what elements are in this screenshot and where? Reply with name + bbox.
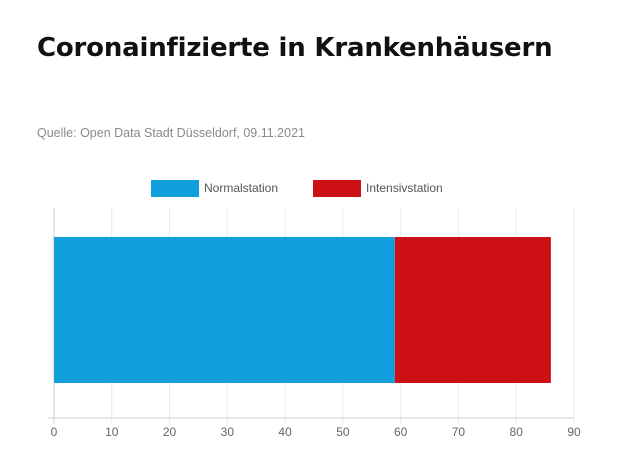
legend-item-normalstation[interactable]: Normalstation — [151, 178, 278, 198]
bar-chart: 0 10 20 30 40 50 60 70 80 90 — [48, 208, 581, 439]
legend-swatch-intensivstation — [313, 179, 361, 197]
legend-label-intensivstation: Intensivstation — [366, 181, 443, 195]
x-tick-label-90: 90 — [567, 425, 581, 439]
x-tick-label-30: 30 — [221, 425, 235, 439]
x-tick-label-40: 40 — [278, 425, 292, 439]
legend-item-intensivstation[interactable]: Intensivstation — [313, 178, 443, 198]
legend-swatch-normalstation — [151, 179, 199, 197]
x-tick-label-50: 50 — [336, 425, 350, 439]
bar-normalstation[interactable] — [54, 237, 395, 383]
x-tick-label-60: 60 — [394, 425, 408, 439]
legend: Normalstation Intensivstation — [0, 178, 640, 198]
source-note: Quelle: Open Data Stadt Düsseldorf, 09.1… — [37, 126, 305, 140]
bar-intensivstation[interactable] — [394, 237, 551, 383]
x-tick-label-20: 20 — [163, 425, 177, 439]
x-tick-label-80: 80 — [510, 425, 524, 439]
x-tick-label-10: 10 — [105, 425, 119, 439]
x-tick-label-70: 70 — [452, 425, 466, 439]
legend-label-normalstation: Normalstation — [204, 181, 279, 195]
chart-title: Coronainfizierte in Krankenhäusern — [37, 33, 553, 63]
x-tick-label-0: 0 — [51, 425, 58, 439]
